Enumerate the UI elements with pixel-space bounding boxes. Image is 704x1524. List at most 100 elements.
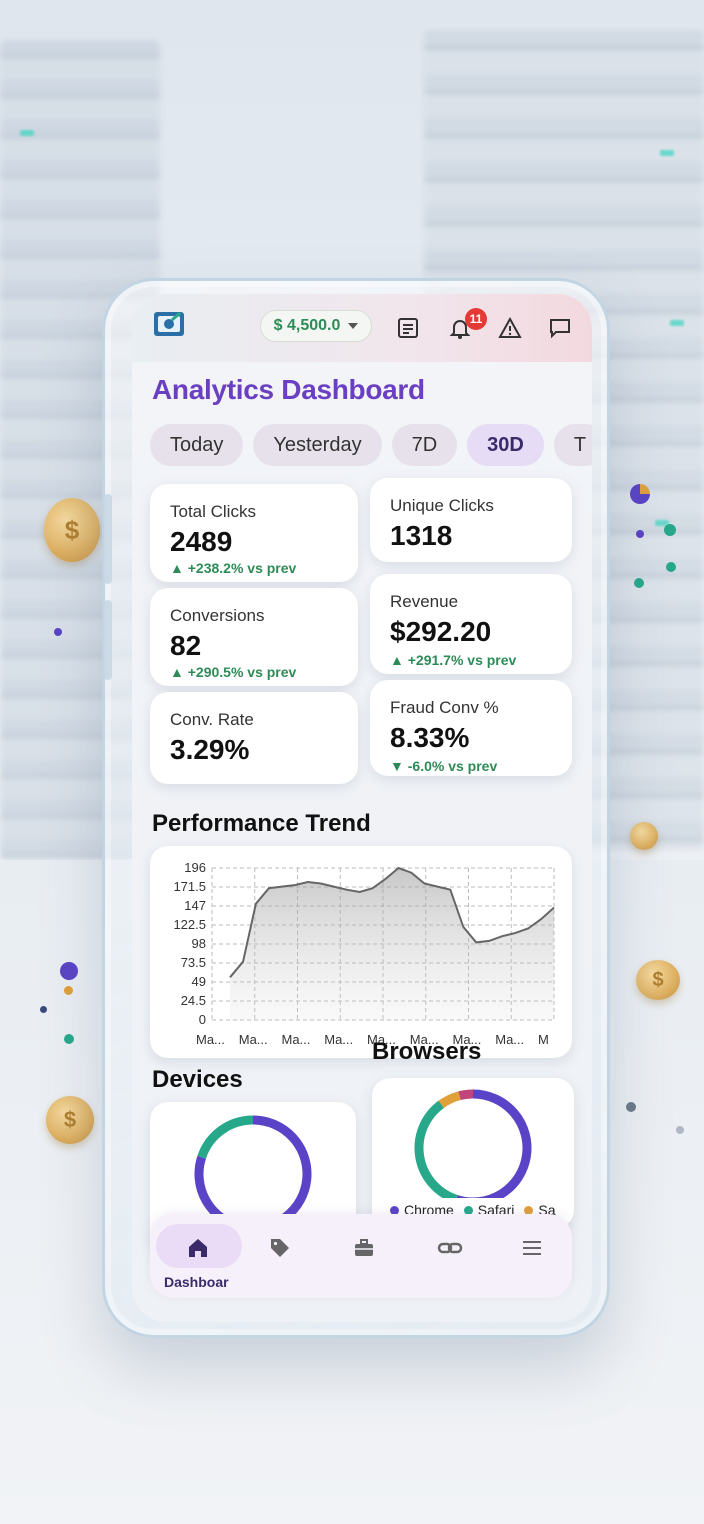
document-icon[interactable]	[396, 316, 420, 340]
rack-light	[655, 520, 669, 526]
pie-decoration-icon	[630, 484, 650, 504]
nav-links[interactable]	[430, 1228, 470, 1268]
notification-badge: 11	[465, 308, 487, 330]
y-tick-label: 171.5	[173, 879, 206, 894]
x-tick-label: Ma...	[410, 1032, 439, 1047]
stat-card-unique-clicks[interactable]: Unique Clicks 1318	[370, 478, 572, 562]
browsers-card: Chrome Safari Sa	[372, 1078, 574, 1228]
stat-value: 3.29%	[170, 734, 250, 765]
donut-segment	[197, 1115, 254, 1159]
stat-value: 1318	[390, 520, 453, 551]
rack-light	[670, 320, 684, 326]
stat-delta: ▲ +290.5% vs prev	[170, 664, 297, 680]
stat-card-total-clicks[interactable]: Total Clicks 2489 ▲ +238.2% vs prev	[150, 484, 358, 582]
stat-card-revenue[interactable]: Revenue $292.20 ▲ +291.7% vs prev	[370, 574, 572, 674]
rack-light	[20, 130, 34, 136]
nav-campaigns[interactable]	[344, 1228, 384, 1268]
stat-value: 8.33%	[390, 722, 470, 753]
briefcase-icon	[355, 1239, 373, 1256]
stat-label: Total Clicks	[170, 502, 256, 521]
donut-segment	[454, 1089, 532, 1207]
stat-label: Conversions	[170, 606, 265, 625]
y-tick-label: 147	[184, 898, 206, 913]
stat-card-conversions[interactable]: Conversions 82 ▲ +290.5% vs prev	[150, 588, 358, 686]
nav-label-dashboard: Dashboar	[164, 1274, 229, 1290]
top-app-bar: $ 4,500.0 11	[132, 294, 592, 362]
dot-decoration	[626, 1102, 636, 1112]
tab-today[interactable]: Today	[150, 424, 244, 466]
warning-icon[interactable]	[498, 316, 522, 340]
nav-menu[interactable]	[512, 1228, 552, 1268]
devices-donut-chart	[194, 1115, 312, 1233]
dot-decoration	[676, 1126, 684, 1134]
donut-segment	[458, 1089, 474, 1101]
home-icon	[189, 1239, 207, 1257]
trend-area	[230, 868, 554, 1020]
stat-card-conv-rate[interactable]: Conv. Rate 3.29%	[150, 692, 358, 784]
date-range-tabs: Today Yesterday 7D 30D T	[150, 424, 592, 466]
x-tick-label: Ma...	[367, 1032, 396, 1047]
page-title: Analytics Dashboard	[152, 374, 425, 405]
chevron-down-icon	[348, 323, 359, 329]
dot-decoration	[634, 578, 644, 588]
nav-offers[interactable]	[260, 1228, 300, 1268]
stat-value: 82	[170, 630, 202, 661]
section-title-performance: Performance Trend	[152, 810, 371, 837]
tab-30d[interactable]: 30D	[467, 424, 544, 466]
bell-icon[interactable]	[448, 316, 472, 340]
stat-label: Revenue	[390, 592, 459, 611]
dot-decoration	[54, 628, 62, 636]
coin-icon: $	[636, 960, 680, 1000]
phone-side-button	[104, 600, 112, 680]
chat-icon[interactable]	[548, 316, 572, 340]
link-icon	[437, 1242, 463, 1254]
tag-icon	[271, 1239, 289, 1257]
menu-icon	[523, 1241, 541, 1255]
tab-truncated[interactable]: T	[553, 424, 592, 466]
y-tick-label: 24.5	[181, 993, 206, 1008]
bottom-navigation: Dashboar	[150, 1214, 572, 1298]
wallet-balance-dropdown[interactable]: $ 4,500.0	[260, 310, 372, 342]
app-screen: $ 4,500.0 11 Analytics Dashboard Today Y…	[132, 294, 592, 1322]
app-logo-icon[interactable]	[152, 308, 188, 340]
dot-decoration	[40, 1006, 47, 1013]
y-tick-label: 196	[184, 860, 206, 875]
donut-segment	[438, 1091, 461, 1109]
y-tick-label: 73.5	[181, 955, 206, 970]
performance-chart-card: 196 171.5 147 122.5 98 73.5 49 24.5 0 Ma... Ma... M…	[150, 846, 572, 1058]
tab-7d[interactable]: 7D	[391, 424, 458, 466]
performance-trend-chart: 196 171.5 147 122.5 98 73.5 49 24.5 0 Ma... Ma... M…	[173, 860, 555, 1047]
nav-dashboard[interactable]	[178, 1228, 218, 1268]
y-tick-label: 49	[192, 974, 206, 989]
x-tick-label: Ma...	[324, 1032, 353, 1047]
dot-decoration	[64, 1034, 74, 1044]
stat-value: 2489	[170, 526, 233, 557]
tab-yesterday[interactable]: Yesterday	[253, 424, 382, 466]
dot-decoration	[60, 962, 78, 980]
x-tick-label: Ma...	[239, 1032, 268, 1047]
wallet-amount: $ 4,500.0	[273, 317, 341, 334]
x-tick-label: Ma...	[495, 1032, 524, 1047]
trend-line	[229, 866, 555, 978]
stat-label: Fraud Conv %	[390, 698, 499, 717]
dot-decoration	[666, 562, 676, 572]
x-tick-label: M	[538, 1032, 549, 1047]
stat-delta: ▼ -6.0% vs prev	[390, 758, 498, 774]
y-tick-label: 98	[192, 936, 206, 951]
stat-delta: ▲ +291.7% vs prev	[390, 652, 517, 668]
stat-card-fraud-conv[interactable]: Fraud Conv % 8.33% ▼ -6.0% vs prev	[370, 680, 572, 776]
dot-decoration	[664, 524, 676, 536]
stat-value: $292.20	[390, 616, 492, 647]
section-title-browsers: Browsers	[372, 1038, 482, 1065]
section-title-devices: Devices	[152, 1066, 243, 1093]
x-tick-label: Ma...	[453, 1032, 482, 1047]
phone-side-button	[104, 494, 112, 584]
x-tick-label: Ma...	[282, 1032, 311, 1047]
coin-icon	[630, 822, 658, 850]
donut-segment	[414, 1100, 458, 1204]
coin-icon: $	[44, 498, 100, 562]
dot-decoration	[636, 530, 644, 538]
y-tick-label: 0	[199, 1012, 206, 1027]
y-tick-label: 122.5	[173, 917, 206, 932]
x-tick-label: Ma...	[196, 1032, 225, 1047]
